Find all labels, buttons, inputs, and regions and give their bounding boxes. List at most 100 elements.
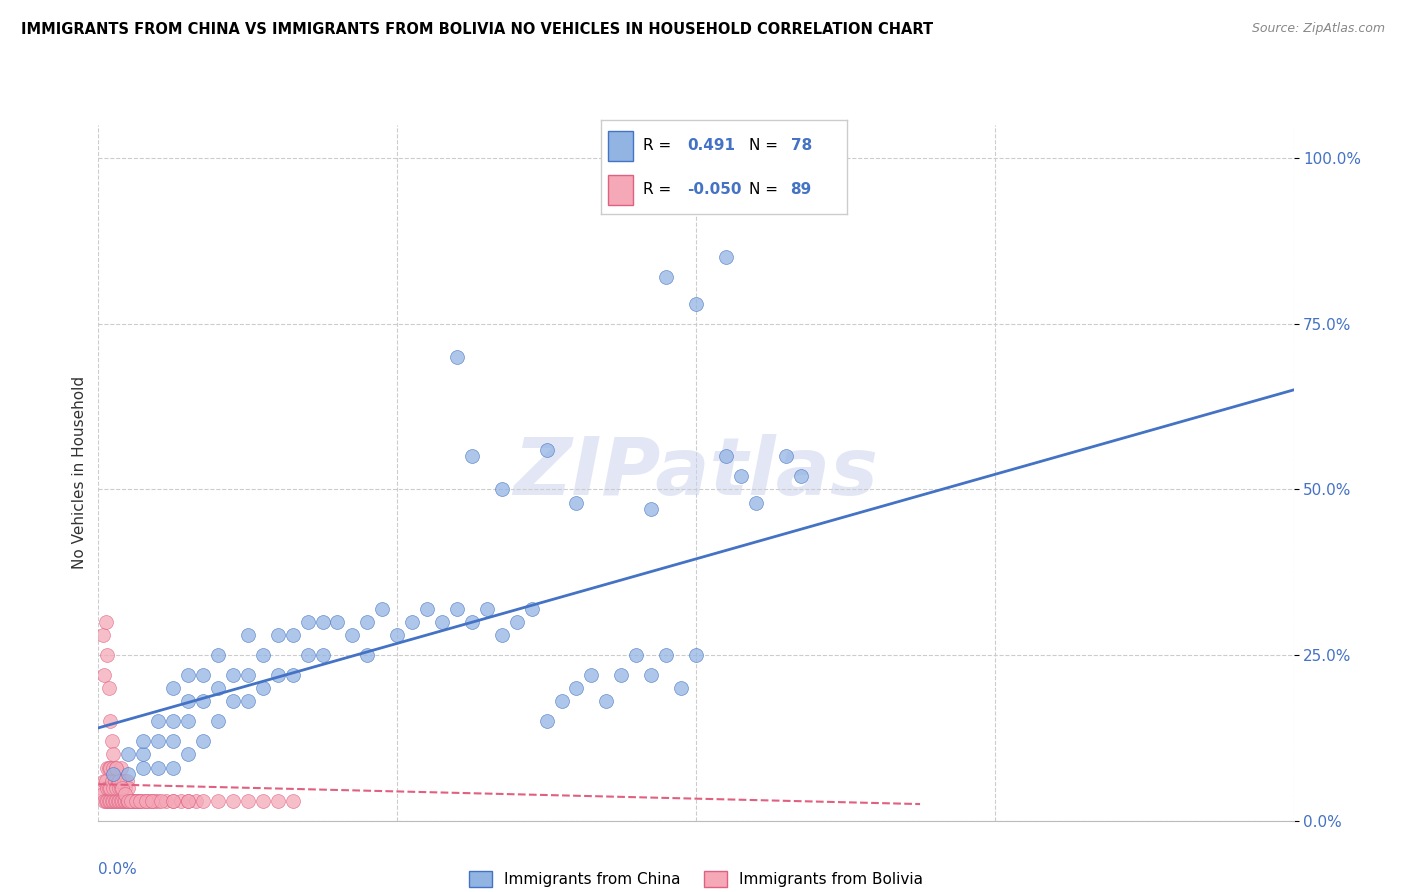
Point — [191, 694, 214, 708]
Point — [132, 761, 155, 775]
Point — [430, 615, 453, 629]
Point — [536, 714, 558, 729]
Point — [96, 761, 118, 775]
Point — [143, 794, 166, 808]
Point — [162, 794, 184, 808]
Point — [111, 773, 134, 788]
Point — [207, 681, 229, 695]
Point — [107, 794, 129, 808]
Point — [714, 449, 737, 463]
Point — [655, 648, 678, 662]
Point — [117, 767, 139, 781]
Point — [297, 648, 319, 662]
Point — [446, 601, 468, 615]
Point — [115, 794, 138, 808]
Point — [177, 794, 200, 808]
Point — [96, 648, 118, 662]
Point — [342, 628, 364, 642]
Point — [132, 734, 155, 748]
Point — [184, 794, 207, 808]
Point — [640, 668, 662, 682]
Legend: Immigrants from China, Immigrants from Bolivia: Immigrants from China, Immigrants from B… — [463, 865, 929, 892]
Point — [103, 780, 125, 795]
Point — [311, 615, 333, 629]
Point — [191, 794, 214, 808]
Point — [108, 780, 131, 795]
Text: IMMIGRANTS FROM CHINA VS IMMIGRANTS FROM BOLIVIA NO VEHICLES IN HOUSEHOLD CORREL: IMMIGRANTS FROM CHINA VS IMMIGRANTS FROM… — [21, 22, 934, 37]
Point — [135, 794, 157, 808]
Point — [141, 794, 163, 808]
Point — [595, 694, 617, 708]
Point — [236, 694, 259, 708]
Text: -0.050: -0.050 — [688, 182, 742, 197]
Point — [98, 714, 122, 729]
Text: R =: R = — [643, 182, 676, 197]
Point — [267, 628, 290, 642]
Point — [371, 601, 394, 615]
Point — [96, 780, 118, 795]
Point — [111, 780, 134, 795]
Point — [281, 794, 304, 808]
Point — [491, 628, 513, 642]
Point — [536, 442, 558, 457]
Point — [730, 469, 752, 483]
FancyBboxPatch shape — [609, 131, 633, 161]
Point — [655, 270, 678, 285]
Point — [252, 794, 274, 808]
Point — [446, 350, 468, 364]
Point — [110, 794, 132, 808]
Point — [148, 734, 170, 748]
Point — [117, 794, 139, 808]
Point — [506, 615, 529, 629]
Point — [685, 297, 707, 311]
Point — [114, 780, 136, 795]
Point — [127, 794, 149, 808]
Point — [117, 747, 139, 762]
Point — [385, 628, 409, 642]
Point — [191, 668, 214, 682]
Point — [128, 794, 150, 808]
Point — [105, 761, 128, 775]
Point — [207, 794, 229, 808]
Point — [236, 668, 259, 682]
Point — [120, 794, 142, 808]
Point — [97, 780, 120, 795]
Point — [114, 787, 136, 801]
Point — [105, 780, 128, 795]
Point — [297, 615, 319, 629]
Text: 89: 89 — [790, 182, 811, 197]
Point — [101, 734, 124, 748]
Text: Source: ZipAtlas.com: Source: ZipAtlas.com — [1251, 22, 1385, 36]
Point — [138, 794, 160, 808]
Point — [789, 469, 811, 483]
Point — [162, 761, 184, 775]
Point — [97, 681, 120, 695]
Point — [132, 747, 155, 762]
Point — [401, 615, 423, 629]
Point — [326, 615, 349, 629]
Text: N =: N = — [748, 138, 783, 153]
Point — [162, 681, 184, 695]
Point — [93, 794, 115, 808]
Point — [491, 483, 513, 497]
Point — [177, 668, 200, 682]
Point — [97, 761, 120, 775]
Point — [103, 747, 125, 762]
Point — [236, 794, 259, 808]
Point — [714, 251, 737, 265]
Point — [124, 794, 146, 808]
Text: R =: R = — [643, 138, 676, 153]
Point — [669, 681, 692, 695]
Point — [177, 794, 200, 808]
Point — [685, 648, 707, 662]
Point — [267, 794, 290, 808]
Point — [745, 495, 768, 509]
Point — [162, 714, 184, 729]
Point — [105, 761, 128, 775]
Point — [129, 794, 152, 808]
Point — [356, 615, 378, 629]
Point — [94, 794, 117, 808]
Point — [162, 734, 184, 748]
Point — [148, 761, 170, 775]
Point — [475, 601, 498, 615]
